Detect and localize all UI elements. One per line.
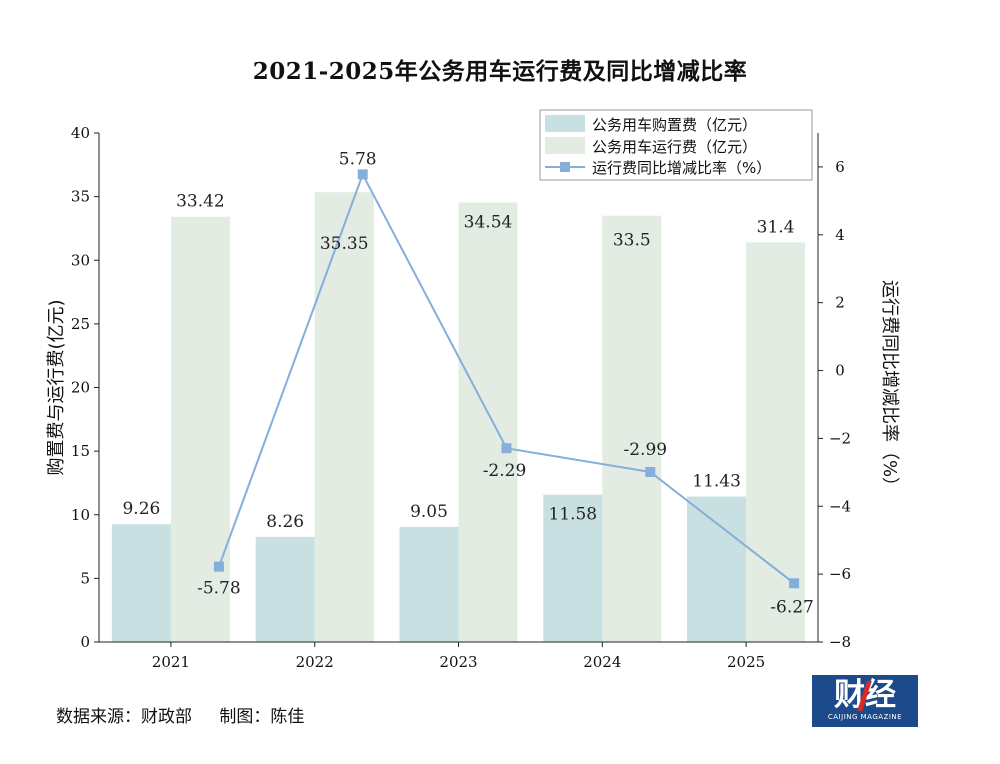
- legend-swatch-operating: [545, 137, 585, 154]
- y-left-tick-label-40: 40: [71, 124, 90, 142]
- label-purchase-2025: 11.43: [692, 472, 741, 492]
- y-left-tick-label-10: 10: [71, 506, 90, 524]
- y-right-tick-label-2: 2: [835, 294, 845, 312]
- y-left-tick-label-35: 35: [71, 188, 90, 206]
- label-rate-2023: -2.29: [483, 461, 527, 481]
- bar-purchase-2022: [255, 536, 315, 642]
- logo-sub-text: CAIJING MAGAZINE: [827, 713, 903, 721]
- bar-purchase-2025: [687, 496, 747, 642]
- data-source: 数据来源：财政部: [56, 707, 192, 727]
- x-tick-label-2022: 2022: [296, 653, 334, 671]
- y-left-tick-label-20: 20: [71, 379, 90, 397]
- bar-operating-2022: [314, 192, 374, 642]
- footer: 数据来源：财政部 制图：陈佳: [56, 702, 326, 727]
- bars-layer: [111, 192, 806, 642]
- rate-marker-2023: [501, 443, 512, 454]
- label-purchase-2023: 9.05: [410, 502, 448, 522]
- y-left-tick-label-0: 0: [80, 633, 90, 651]
- y-left-tick-label-15: 15: [71, 442, 90, 460]
- bar-operating-2023: [458, 202, 518, 642]
- label-rate-2024: -2.99: [623, 440, 667, 460]
- rate-marker-2022: [357, 169, 368, 180]
- legend-swatch-purchase: [545, 115, 585, 132]
- label-operating-2023: 34.54: [464, 212, 513, 232]
- label-rate-2022: 5.78: [339, 149, 377, 169]
- chart-author: 制图：陈佳: [219, 707, 305, 727]
- y-right-tick-label--4: −4: [829, 497, 851, 515]
- label-operating-2025: 31.4: [757, 217, 795, 237]
- label-rate-2025: -6.27: [770, 597, 814, 617]
- legend-swatch-rate-marker: [560, 162, 570, 172]
- legend-box: [539, 109, 813, 181]
- y-right-tick-label--8: −8: [829, 633, 851, 651]
- bar-purchase-2021: [111, 524, 171, 642]
- legend: 公务用车购置费（亿元） 公务用车运行费（亿元） 运行费同比增减比率（%）: [539, 109, 813, 181]
- caijing-logo: 财经 CAIJING MAGAZINE: [812, 675, 918, 727]
- legend-label-purchase: 公务用车购置费（亿元）: [592, 116, 757, 134]
- y-left-tick-label-25: 25: [71, 315, 90, 333]
- rate-marker-2025: [789, 578, 800, 589]
- rate-marker-2024: [645, 466, 656, 477]
- bar-purchase-2024: [543, 494, 603, 642]
- legend-label-operating: 公务用车运行费（亿元）: [592, 138, 757, 156]
- legend-label-rate: 运行费同比增减比率（%）: [592, 159, 771, 177]
- label-purchase-2021: 9.26: [122, 499, 160, 519]
- y-right-tick-label-0: 0: [835, 362, 845, 380]
- x-tick-label-2025: 2025: [727, 653, 765, 671]
- y-right-tick-label--2: −2: [829, 429, 851, 447]
- y-axis-left-title: 购置费与运行费(亿元): [46, 299, 67, 475]
- bar-operating-2024: [602, 215, 662, 642]
- y-right-tick-label-4: 4: [835, 226, 845, 244]
- x-tick-label-2023: 2023: [439, 653, 477, 671]
- y-right-tick-label-6: 6: [835, 158, 845, 176]
- chart-title: 2021-2025年公务用车运行费及同比增减比率: [252, 58, 748, 85]
- label-purchase-2024: 11.58: [548, 505, 597, 525]
- bar-operating-2025: [746, 242, 806, 642]
- label-operating-2021: 33.42: [176, 192, 225, 212]
- rate-marker-2021: [213, 561, 224, 572]
- line-layer: [213, 169, 800, 589]
- y-right-tick-label--6: −6: [829, 565, 851, 583]
- label-operating-2022: 35.35: [320, 234, 369, 254]
- y-left-tick-label-30: 30: [71, 251, 90, 269]
- y-left-tick-label-5: 5: [80, 569, 90, 587]
- bar-purchase-2023: [399, 526, 459, 642]
- label-rate-2021: -5.78: [197, 579, 241, 599]
- x-tick-label-2024: 2024: [583, 653, 621, 671]
- label-operating-2024: 33.5: [613, 231, 651, 251]
- y-axis-right-title: 运行费同比增减比率（%）: [879, 280, 900, 495]
- labels-layer: 9.26 8.26 9.05 11.58 11.43 33.42 35.35 34.54 33.…: [122, 149, 813, 617]
- x-tick-label-2021: 2021: [152, 653, 190, 671]
- label-purchase-2022: 8.26: [266, 512, 304, 532]
